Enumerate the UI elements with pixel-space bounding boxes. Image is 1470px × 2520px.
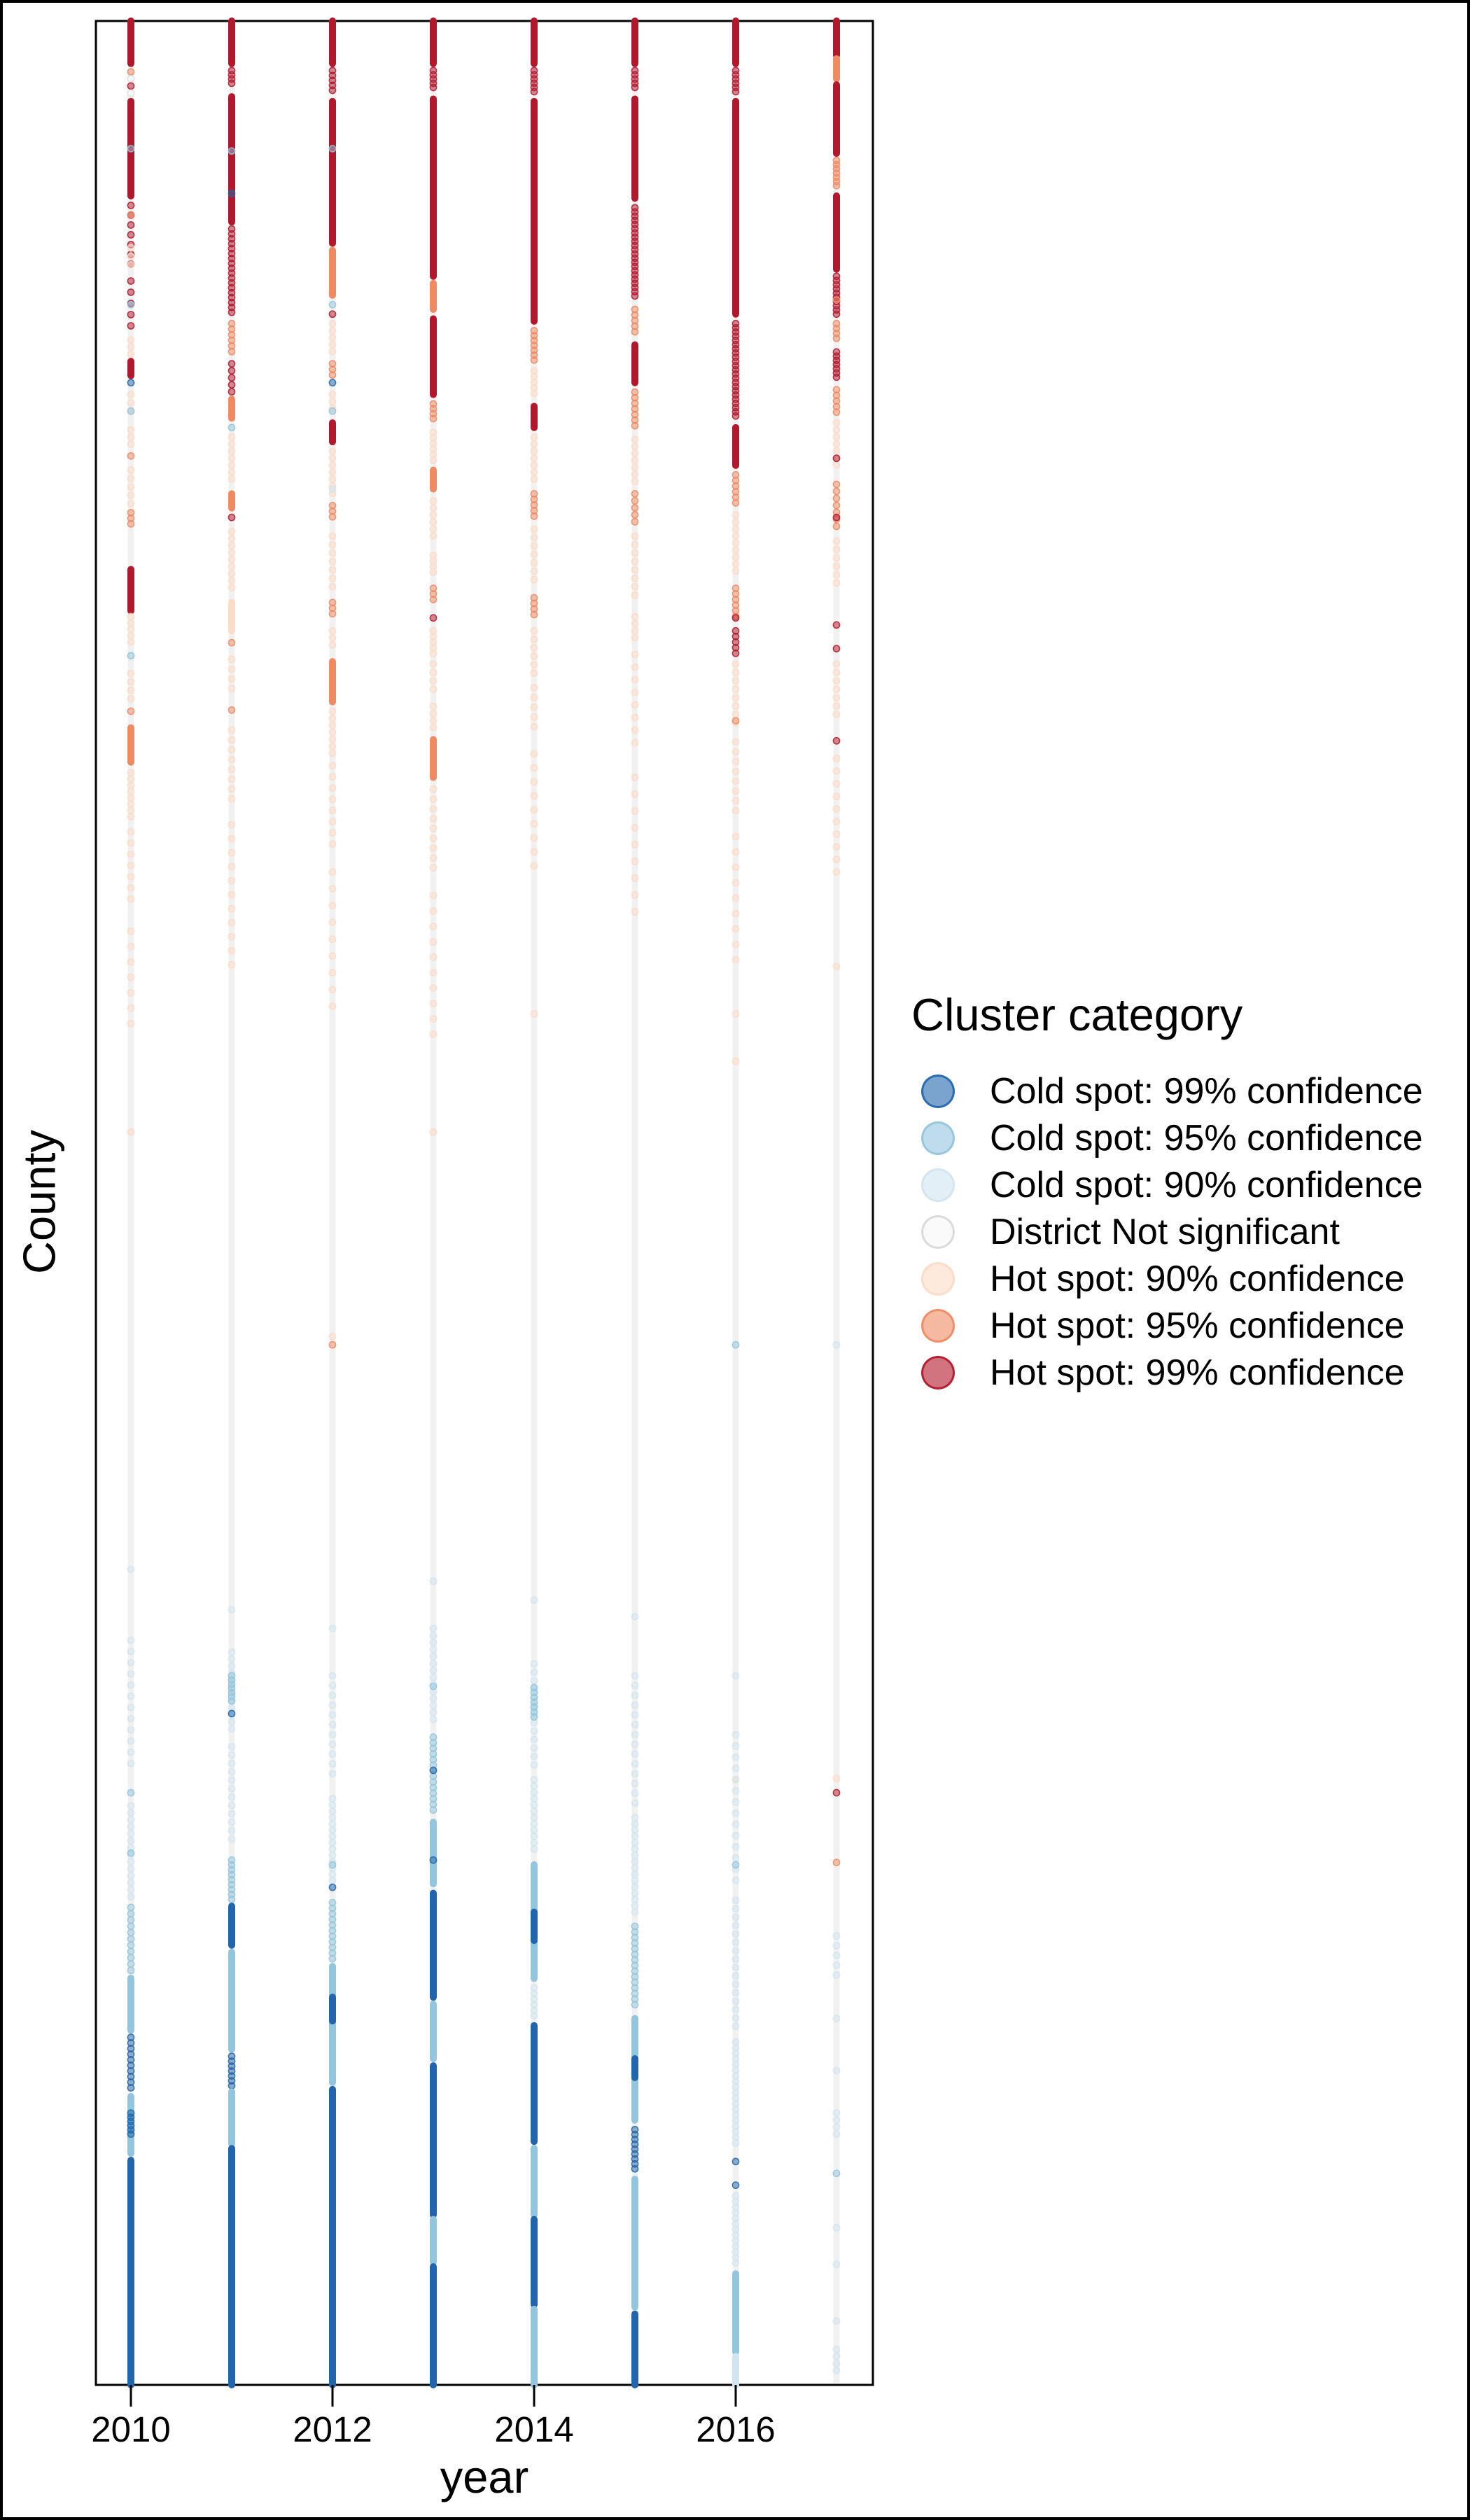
legend-swatch-circle [921, 1121, 955, 1155]
legend-swatch-circle [921, 1356, 955, 1390]
legend-item: District Not significant [911, 1209, 1423, 1256]
svg-text:2014: 2014 [494, 2409, 573, 2449]
svg-text:2012: 2012 [293, 2409, 372, 2449]
legend: Cluster category Cold spot: 99% confiden… [911, 990, 1423, 1396]
legend-swatch-circle [921, 1074, 955, 1108]
legend-item: Cold spot: 90% confidence [911, 1162, 1423, 1209]
legend-item: Cold spot: 95% confidence [911, 1115, 1423, 1162]
legend-item: Cold spot: 99% confidence [911, 1068, 1423, 1115]
legend-item-label: Cold spot: 95% confidence [990, 1118, 1423, 1158]
legend-item: Hot spot: 90% confidence [911, 1256, 1423, 1303]
legend-items: Cold spot: 99% confidence Cold spot: 95%… [911, 1068, 1423, 1396]
legend-item-label: Cold spot: 90% confidence [990, 1165, 1423, 1205]
svg-text:2016: 2016 [696, 2409, 775, 2449]
legend-swatch-circle [921, 1309, 955, 1343]
legend-item-label: Hot spot: 99% confidence [990, 1352, 1405, 1393]
legend-swatch-circle [921, 1262, 955, 1296]
svg-text:2010: 2010 [91, 2409, 170, 2449]
legend-swatch-circle [921, 1215, 955, 1249]
x-axis-title: year [440, 2451, 529, 2502]
legend-item-label: Cold spot: 99% confidence [990, 1071, 1423, 1112]
legend-item: Hot spot: 95% confidence [911, 1303, 1423, 1350]
y-axis-title: County [13, 1130, 65, 1274]
legend-item: Hot spot: 99% confidence [911, 1350, 1423, 1396]
legend-item-label: Hot spot: 95% confidence [990, 1306, 1405, 1346]
legend-item-label: District Not significant [990, 1212, 1340, 1252]
legend-item-label: Hot spot: 90% confidence [990, 1259, 1405, 1299]
legend-title: Cluster category [911, 989, 1243, 1040]
chart-canvas: 2010 2012 2014 2016 [91, 18, 874, 2449]
legend-swatch-circle [921, 1168, 955, 1202]
